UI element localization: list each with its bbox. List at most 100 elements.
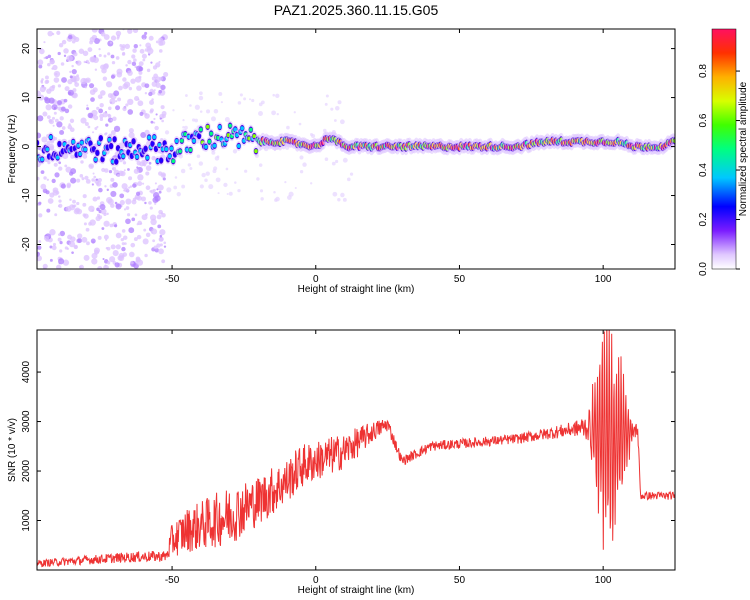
spectrogram-speckle xyxy=(158,89,162,94)
spectrogram-speckle xyxy=(104,132,107,136)
spectrogram-speckle xyxy=(208,184,214,190)
spectrogram-speckle xyxy=(117,97,122,102)
spectrogram-y-tick-label: -10 xyxy=(21,188,32,203)
spectrogram-speckle xyxy=(145,165,152,171)
spectrogram-speckle xyxy=(94,127,98,131)
spectrogram-speckle xyxy=(151,81,158,87)
spectrogram-speckle xyxy=(232,149,238,154)
spectrogram-speckle xyxy=(144,31,148,35)
spectrogram-speckle xyxy=(211,150,216,155)
spectrogram-speckle xyxy=(93,115,99,121)
spectrogram-speckle xyxy=(134,76,142,83)
spectrogram-speckle xyxy=(136,65,143,72)
spectrogram-speckle xyxy=(57,51,61,56)
spectrogram-speckle xyxy=(151,155,156,161)
spectrogram-speckle xyxy=(158,60,161,64)
spectrogram-speckle xyxy=(125,64,128,67)
spectrogram-speckle xyxy=(115,203,122,210)
spectrogram-speckle xyxy=(94,68,98,71)
spectrogram-speckle xyxy=(154,182,157,185)
colorbar-tick-label: 0.0 xyxy=(698,262,709,276)
spectrogram-speckle xyxy=(142,182,145,185)
spectrogram-speckle xyxy=(65,205,72,212)
spectrogram-speckle xyxy=(105,123,109,127)
spectrogram-ridge-core xyxy=(109,144,113,149)
spectrogram-speckle xyxy=(145,171,150,176)
spectrogram-y-axis-label: Frequency (Hz) xyxy=(7,115,18,184)
spectrogram-speckle xyxy=(64,86,70,92)
spectrogram-speckle xyxy=(84,122,89,127)
spectrogram-speckle xyxy=(97,177,102,183)
spectrogram-speckle xyxy=(81,236,88,243)
spectrogram-speckle xyxy=(83,254,90,261)
spectrogram-ridge-core xyxy=(150,141,155,146)
spectrogram-speckle xyxy=(89,219,96,226)
spectrogram-speckle xyxy=(69,75,73,79)
spectrogram-speckle xyxy=(201,172,206,178)
snr-y-tick-label: 2000 xyxy=(21,459,32,482)
spectrogram-speckle xyxy=(102,111,108,118)
spectrogram-speckle xyxy=(40,170,45,175)
colorbar: 0.0 0.2 0.4 0.6 0.8 Normalized spectral ampl… xyxy=(698,28,749,276)
spectrogram-speckle xyxy=(237,188,241,193)
spectrogram-speckle xyxy=(110,54,115,59)
spectrogram-speckle xyxy=(45,75,49,80)
spectrogram-speckle xyxy=(74,81,77,84)
spectrogram-speckle xyxy=(220,101,223,104)
spectrogram-speckle xyxy=(127,59,132,65)
spectrogram-ridge-core xyxy=(57,141,62,146)
colorbar-tick-label: 0.4 xyxy=(698,163,709,177)
snr-x-tick-label: 0 xyxy=(313,575,319,586)
spectrogram-speckle xyxy=(225,167,229,171)
spectrogram-ridge-core xyxy=(171,159,176,164)
spectrogram-ridge-core xyxy=(131,139,136,144)
spectrogram-speckle xyxy=(120,170,126,177)
spectrogram-speckle xyxy=(180,168,186,174)
spectrogram-speckle xyxy=(42,111,48,117)
spectrogram-speckle xyxy=(337,198,341,202)
spectrogram-speckle xyxy=(293,111,296,114)
spectrogram-ridge-core xyxy=(178,149,182,154)
spectrogram-speckle xyxy=(275,93,280,99)
spectrogram-speckle xyxy=(157,184,164,191)
spectrogram-ridge-core xyxy=(199,127,203,132)
spectrogram-speckle xyxy=(61,39,67,45)
spectrogram-speckle xyxy=(125,218,131,225)
spectrogram-speckle xyxy=(152,65,158,70)
spectrogram-speckle xyxy=(88,83,95,89)
snr-x-tick-label: -50 xyxy=(165,575,180,586)
spectrogram-speckle xyxy=(93,175,97,179)
spectrogram-y-tick-label: -20 xyxy=(21,237,32,252)
spectrogram-speckle xyxy=(46,208,51,213)
spectrogram-speckle xyxy=(107,52,111,56)
spectrogram-y-tick-label: 20 xyxy=(21,43,32,55)
spectrogram-speckle xyxy=(148,91,153,97)
spectrogram-speckle xyxy=(53,162,58,167)
spectrogram-speckle xyxy=(325,94,329,98)
spectrogram-speckle xyxy=(47,62,51,67)
spectrogram-speckle xyxy=(123,81,131,88)
spectrogram-speckle xyxy=(84,86,87,89)
spectrogram-speckle xyxy=(198,161,204,166)
spectrogram-speckle xyxy=(333,119,337,122)
spectrogram-speckle xyxy=(199,110,203,113)
spectrogram-speckle xyxy=(131,61,137,66)
spectrogram-speckle xyxy=(91,29,98,33)
spectrogram-speckle xyxy=(128,86,133,91)
spectrogram-speckle xyxy=(154,125,159,131)
spectrogram-speckle xyxy=(37,176,40,181)
figure-title: PAZ1.2025.360.11.15.G05 xyxy=(274,2,439,18)
spectrogram-speckle xyxy=(182,125,185,129)
spectrogram-speckle xyxy=(58,233,61,236)
spectrogram-speckle xyxy=(53,77,60,83)
spectrogram-speckle xyxy=(136,160,142,166)
spectrogram-speckle xyxy=(144,83,150,89)
spectrogram-speckle xyxy=(59,116,64,121)
spectrogram-speckle xyxy=(189,167,193,171)
spectrogram-speckle xyxy=(133,237,138,242)
spectrogram-heatmap xyxy=(37,29,675,269)
spectrogram-speckle xyxy=(95,178,99,181)
spectrogram-ridge-core xyxy=(209,131,213,136)
spectrogram-speckle xyxy=(302,162,307,167)
